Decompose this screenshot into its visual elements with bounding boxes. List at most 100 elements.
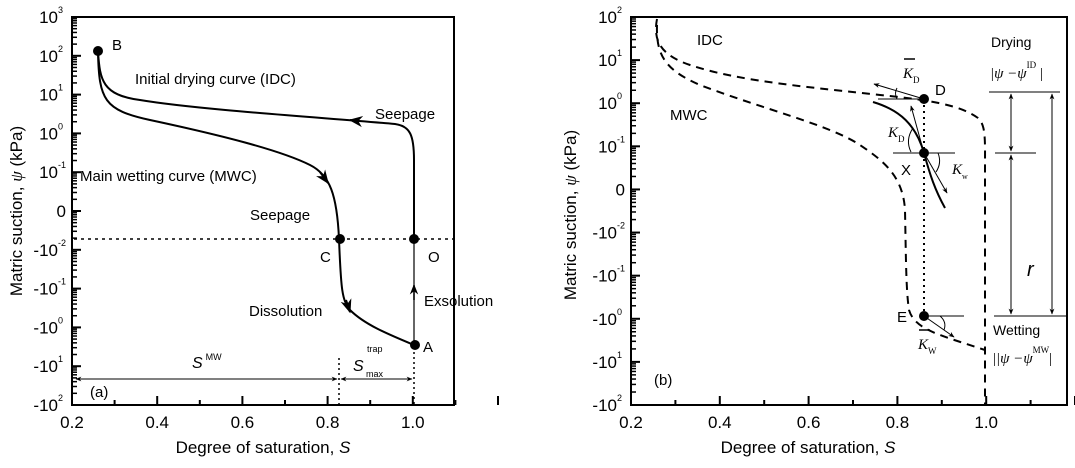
point-b: [93, 46, 103, 56]
k-d-label: KD: [887, 125, 905, 144]
idc-curve-b: [655, 18, 987, 405]
label-x: X: [901, 162, 911, 179]
y-tick-exponent: 2: [58, 393, 63, 403]
idc-curve-a: [97, 51, 415, 239]
dissolution-arrow-a: [340, 298, 352, 314]
label-b: B: [112, 37, 122, 54]
x-tick-label: 0.4: [145, 413, 169, 432]
x-tick-label: 0.6: [797, 413, 821, 432]
idc-label-a: Initial drying curve (IDC): [135, 71, 296, 88]
k-w-tangent: [923, 152, 948, 194]
point-c: [335, 234, 345, 244]
point-a: [410, 340, 420, 350]
k-d-tangent: [910, 105, 925, 154]
y-tick-exponent: 1: [58, 354, 63, 364]
y-tick-label: -10: [33, 357, 58, 376]
y-tick-label: 10: [598, 137, 617, 156]
x-axis-ticks-a: 0.2 0.4 0.6 0.8 1.0: [60, 396, 499, 432]
r-label: r: [1027, 259, 1035, 281]
y-tick-label: 10: [598, 51, 617, 70]
y-tick-exponent: 2: [58, 44, 63, 54]
y-tick-exponent: -1: [617, 264, 625, 274]
angle-arc-e: [939, 315, 946, 331]
y-tick-label: -10: [33, 318, 58, 337]
label-o: O: [428, 249, 440, 266]
idc-arrow-a: [348, 116, 364, 128]
label-d: D: [935, 82, 946, 99]
mwc-curve-b: [655, 24, 986, 351]
plot-frame-b: [630, 16, 1068, 406]
y-tick-label: -10: [592, 310, 617, 329]
drying-label: Drying: [991, 34, 1031, 50]
y-tick-label: -10: [592, 396, 617, 415]
y-tick-label: 0: [57, 202, 66, 221]
x-tick-label: 0.6: [231, 413, 255, 432]
drying-expression: |ψ −ψID |: [990, 60, 1043, 82]
exsolution-label-a: Exsolution: [424, 293, 493, 310]
point-e: [919, 311, 929, 321]
x-tick-label: 0.4: [708, 413, 732, 432]
mwc-curve-a: [97, 51, 415, 346]
x-tick-label: 1.0: [974, 413, 998, 432]
wetting-expression: ||ψ −ψMW|: [993, 345, 1052, 367]
seepage-top-label-a: Seepage: [375, 106, 435, 123]
label-c: C: [320, 249, 331, 266]
x-tick-label: 0.2: [619, 413, 643, 432]
s-trap-label: S: [353, 358, 364, 375]
y-tick-exponent: 0: [617, 91, 622, 101]
angle-arc-d: [895, 87, 898, 100]
y-tick-exponent: 1: [617, 350, 622, 360]
y-tick-exponent: -1: [58, 277, 66, 287]
x-axis-label-a: Degree of saturation, S: [176, 438, 351, 457]
mwc-label-a: Main wetting curve (MWC): [80, 168, 257, 185]
x-tick-label: 0.2: [60, 413, 84, 432]
y-tick-exponent: 0: [58, 121, 63, 131]
y-tick-exponent: -1: [58, 160, 66, 170]
y-tick-exponent: 2: [617, 5, 622, 15]
y-tick-label: 0: [616, 180, 625, 199]
y-tick-label: 10: [39, 163, 58, 182]
s-trap-sub: max: [366, 369, 384, 379]
mwc-arrow-a: [316, 169, 329, 185]
y-axis-label-b: Matric suction, ψ (kPa): [561, 130, 580, 300]
y-tick-exponent: -1: [617, 134, 625, 144]
y-tick-exponent: 0: [617, 307, 622, 317]
y-tick-label: 10: [598, 94, 617, 113]
k-w-label: Kw: [951, 162, 968, 181]
y-tick-label: -10: [592, 353, 617, 372]
y-tick-exponent: -2: [58, 238, 66, 248]
y-tick-label: -10: [592, 224, 617, 243]
y-tick-label: -10: [33, 280, 58, 299]
dissolution-label-a: Dissolution: [249, 303, 322, 320]
wetting-label: Wetting: [993, 322, 1040, 338]
x-tick-label: 0.8: [886, 413, 910, 432]
x-tick-label: 1.0: [401, 413, 425, 432]
angle-arc-xw: [935, 152, 941, 173]
k-d-bar-tangent: [873, 83, 925, 100]
y-tick-label: 10: [39, 8, 58, 27]
label-e: E: [897, 309, 907, 326]
panel-label-a: (a): [90, 384, 108, 401]
s-trap-sup: trap: [367, 344, 383, 354]
x-tick-label: 0.8: [316, 413, 340, 432]
y-tick-exponent: 0: [58, 315, 63, 325]
k-w-bar-tangent: [923, 315, 955, 338]
k-d-bar-label: KD: [902, 66, 920, 85]
s-mw-label: S MW: [192, 352, 222, 372]
y-tick-label: 10: [598, 8, 617, 27]
point-x: [919, 148, 929, 158]
k-w-bar-label: KW: [917, 337, 937, 356]
angle-arc-xd: [907, 127, 914, 153]
point-o: [409, 234, 419, 244]
y-tick-exponent: 3: [58, 5, 63, 15]
y-tick-label: 10: [39, 86, 58, 105]
y-tick-label: -10: [592, 267, 617, 286]
label-a: A: [423, 339, 433, 356]
panel-label-b: (b): [654, 372, 672, 389]
y-tick-exponent: 1: [617, 48, 622, 58]
